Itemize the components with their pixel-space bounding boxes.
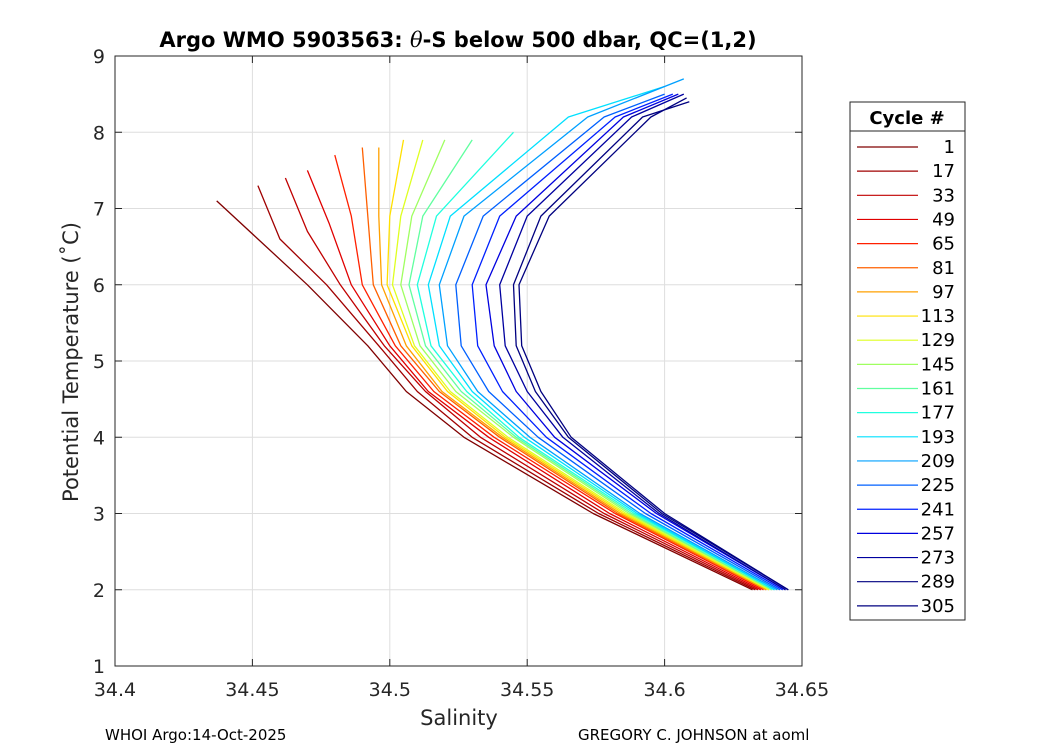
series-lines bbox=[216, 78, 789, 591]
y-tick-label: 5 bbox=[93, 351, 105, 373]
y-tick-label: 8 bbox=[93, 122, 105, 144]
chart-title-suffix: -S below 500 dbar, QC=(1,2) bbox=[423, 28, 757, 52]
series-line-cycle-81 bbox=[361, 147, 767, 591]
series-line-cycle-225 bbox=[455, 93, 781, 591]
axis-ticks: 34.4 34.45 34.5 34.55 34.6 34.65 1 2 3 4 5 6 7 8 9 bbox=[93, 46, 829, 701]
legend-label-177: 177 bbox=[921, 403, 955, 424]
series-line-cycle-273 bbox=[499, 93, 786, 591]
series-line-cycle-193 bbox=[427, 85, 775, 591]
y-tick-label: 3 bbox=[93, 504, 105, 526]
y-tick-label: 6 bbox=[93, 275, 105, 297]
series-line-cycle-289 bbox=[512, 101, 789, 591]
y-axis-label: Potential Temperature (˚C) bbox=[59, 222, 83, 502]
y-tick-label: 2 bbox=[93, 580, 105, 602]
series-line-cycle-305 bbox=[518, 97, 789, 591]
legend-label-17: 17 bbox=[932, 161, 955, 182]
series-line-cycle-161 bbox=[408, 139, 773, 591]
legend-label-145: 145 bbox=[921, 354, 955, 375]
legend-label-97: 97 bbox=[932, 282, 955, 303]
y-tick-label: 1 bbox=[93, 656, 105, 678]
series-line-cycle-1 bbox=[216, 200, 753, 591]
legend-label-81: 81 bbox=[932, 258, 955, 279]
x-tick-label: 34.6 bbox=[643, 679, 685, 701]
series-line-cycle-113 bbox=[386, 139, 770, 591]
series-line-cycle-97 bbox=[378, 147, 767, 591]
legend: Cycle # 1 17 33 49 65 81 97 113 129 145 161 177 193 2… bbox=[849, 101, 966, 621]
x-tick-label: 34.55 bbox=[500, 679, 554, 701]
x-axis-label: Salinity bbox=[420, 706, 498, 730]
series-line-cycle-129 bbox=[391, 139, 770, 591]
x-tick-label: 34.45 bbox=[225, 679, 279, 701]
series-line-cycle-257 bbox=[485, 93, 786, 591]
legend-entries: 1 17 33 49 65 81 97 113 129 145 161 177 193 209 225 241… bbox=[857, 137, 955, 617]
legend-label-65: 65 bbox=[932, 234, 955, 255]
footer-left-text: WHOI Argo:14-Oct-2025 bbox=[105, 726, 287, 744]
series-line-cycle-209 bbox=[438, 78, 778, 591]
legend-label-193: 193 bbox=[921, 427, 955, 448]
series-line-cycle-145 bbox=[400, 139, 773, 591]
series-line-cycle-65 bbox=[334, 154, 764, 591]
x-tick-label: 34.5 bbox=[369, 679, 411, 701]
series-line-cycle-49 bbox=[306, 170, 762, 591]
x-tick-label: 34.4 bbox=[94, 679, 136, 701]
footer-right-text: GREGORY C. JOHNSON at aoml bbox=[578, 726, 810, 744]
legend-label-209: 209 bbox=[921, 451, 955, 472]
y-tick-label: 7 bbox=[93, 199, 105, 221]
legend-label-113: 113 bbox=[921, 306, 955, 327]
series-line-cycle-241 bbox=[471, 93, 784, 591]
series-line-cycle-17 bbox=[257, 185, 756, 591]
chart-title-theta: θ bbox=[410, 28, 423, 52]
legend-title: Cycle # bbox=[869, 108, 944, 129]
legend-label-257: 257 bbox=[921, 523, 955, 544]
legend-label-305: 305 bbox=[921, 596, 955, 617]
series-line-cycle-33 bbox=[284, 177, 759, 591]
chart-title-prefix: Argo WMO 5903563: bbox=[159, 28, 410, 52]
series-line-cycle-177 bbox=[416, 131, 775, 591]
legend-label-33: 33 bbox=[932, 185, 955, 206]
legend-label-129: 129 bbox=[921, 330, 955, 351]
y-tick-label: 9 bbox=[93, 46, 105, 68]
x-tick-label: 34.65 bbox=[775, 679, 829, 701]
legend-label-49: 49 bbox=[932, 209, 955, 230]
legend-label-1: 1 bbox=[944, 137, 955, 158]
legend-label-241: 241 bbox=[921, 499, 955, 520]
legend-label-273: 273 bbox=[921, 548, 955, 569]
y-tick-label: 4 bbox=[93, 427, 105, 449]
chart-title: Argo WMO 5903563: θ-S below 500 dbar, QC… bbox=[159, 28, 756, 52]
legend-label-161: 161 bbox=[921, 379, 955, 400]
legend-label-289: 289 bbox=[921, 572, 955, 593]
legend-label-225: 225 bbox=[921, 475, 955, 496]
